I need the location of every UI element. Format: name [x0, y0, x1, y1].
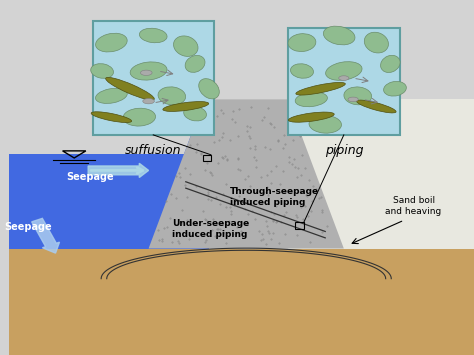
Ellipse shape: [326, 62, 362, 80]
Ellipse shape: [199, 79, 219, 99]
FancyArrow shape: [88, 163, 148, 178]
Text: Seepage: Seepage: [67, 173, 114, 182]
Ellipse shape: [323, 26, 355, 45]
FancyBboxPatch shape: [93, 21, 214, 135]
Text: piping: piping: [325, 144, 363, 157]
Text: Under-seepage
induced piping: Under-seepage induced piping: [172, 219, 249, 239]
Ellipse shape: [143, 98, 155, 104]
Ellipse shape: [173, 36, 198, 56]
Polygon shape: [288, 99, 474, 248]
Bar: [295, 222, 304, 229]
Ellipse shape: [339, 76, 349, 80]
Text: Seepage: Seepage: [4, 222, 52, 232]
Text: suffusion: suffusion: [125, 144, 182, 157]
Polygon shape: [9, 154, 209, 248]
Ellipse shape: [184, 106, 207, 121]
Ellipse shape: [356, 100, 396, 113]
Ellipse shape: [288, 34, 316, 51]
Ellipse shape: [291, 64, 313, 78]
Ellipse shape: [295, 92, 328, 107]
Ellipse shape: [96, 33, 127, 52]
Ellipse shape: [365, 32, 389, 53]
Ellipse shape: [383, 81, 406, 96]
Text: Through-seepage
induced piping: Through-seepage induced piping: [230, 187, 319, 207]
Ellipse shape: [130, 62, 167, 80]
Polygon shape: [148, 99, 344, 248]
Ellipse shape: [381, 55, 400, 72]
Ellipse shape: [344, 87, 372, 105]
Bar: [202, 155, 211, 161]
Ellipse shape: [309, 115, 341, 133]
Polygon shape: [9, 248, 474, 355]
FancyBboxPatch shape: [288, 28, 400, 135]
Ellipse shape: [158, 87, 186, 105]
Ellipse shape: [91, 112, 132, 122]
Ellipse shape: [106, 77, 155, 100]
Ellipse shape: [296, 82, 346, 95]
Ellipse shape: [163, 102, 209, 111]
Ellipse shape: [91, 64, 113, 78]
Ellipse shape: [140, 70, 152, 75]
Ellipse shape: [185, 55, 205, 72]
FancyArrow shape: [32, 218, 60, 253]
Polygon shape: [9, 99, 209, 248]
Ellipse shape: [123, 108, 155, 126]
Ellipse shape: [288, 112, 334, 122]
Ellipse shape: [95, 88, 128, 103]
Ellipse shape: [348, 97, 358, 102]
Text: Sand boil
and heaving: Sand boil and heaving: [385, 196, 442, 215]
Ellipse shape: [139, 28, 167, 43]
